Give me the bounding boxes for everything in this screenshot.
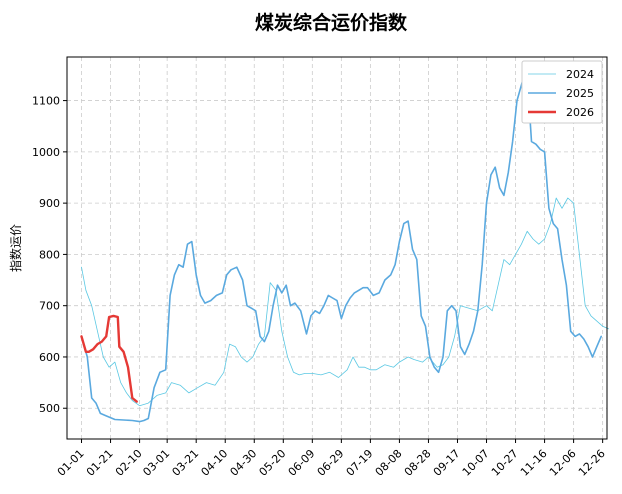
y-tick-label: 600 bbox=[39, 351, 60, 364]
y-tick-label: 1100 bbox=[32, 95, 60, 108]
x-tick-label: 01-21 bbox=[84, 447, 116, 479]
x-axis: 01-0101-2102-1003-0103-2104-1004-3005-20… bbox=[55, 439, 608, 479]
legend-label: 2024 bbox=[566, 68, 594, 81]
x-tick-label: 06-29 bbox=[315, 447, 347, 479]
x-tick-label: 08-28 bbox=[402, 447, 434, 479]
series-layer bbox=[80, 74, 609, 423]
plot-frame bbox=[66, 56, 608, 440]
chart-title: 煤炭综合运价指数 bbox=[255, 11, 408, 34]
y-tick-label: 500 bbox=[39, 402, 60, 415]
x-tick-label: 06-09 bbox=[286, 447, 318, 479]
x-tick-label: 08-08 bbox=[373, 447, 405, 479]
x-tick-label: 10-27 bbox=[489, 447, 521, 479]
y-tick-label: 1000 bbox=[32, 146, 60, 159]
legend-box bbox=[521, 60, 603, 124]
x-tick-label: 09-17 bbox=[431, 447, 463, 479]
x-tick-label: 07-19 bbox=[344, 447, 376, 479]
legend: 2024 2025 2026 bbox=[521, 60, 603, 124]
x-tick-label: 03-21 bbox=[170, 447, 202, 479]
x-tick-label: 11-16 bbox=[518, 447, 550, 479]
series-line-2026 bbox=[80, 314, 138, 403]
y-tick-label: 900 bbox=[39, 197, 60, 210]
y-tick-label: 800 bbox=[39, 248, 60, 261]
legend-label: 2025 bbox=[566, 87, 594, 100]
x-tick-label: 03-01 bbox=[140, 447, 172, 479]
y-axis: 500 600 700 800 900 1000 1100 bbox=[32, 95, 67, 415]
x-tick-label: 10-07 bbox=[460, 447, 492, 479]
y-axis-label: 指数运价 bbox=[8, 224, 23, 272]
x-tick-label: 04-30 bbox=[228, 447, 260, 479]
y-tick-label: 700 bbox=[39, 300, 60, 313]
x-tick-label: 05-20 bbox=[257, 447, 289, 479]
x-tick-label: 02-10 bbox=[113, 447, 145, 479]
series-line-2024 bbox=[81, 197, 609, 407]
series-line-2025 bbox=[80, 74, 603, 423]
x-tick-label: 12-26 bbox=[576, 447, 608, 479]
x-tick-label: 12-06 bbox=[547, 447, 579, 479]
legend-label: 2026 bbox=[566, 106, 594, 119]
x-tick-label: 04-10 bbox=[199, 447, 231, 479]
x-tick-label: 01-01 bbox=[55, 447, 87, 479]
